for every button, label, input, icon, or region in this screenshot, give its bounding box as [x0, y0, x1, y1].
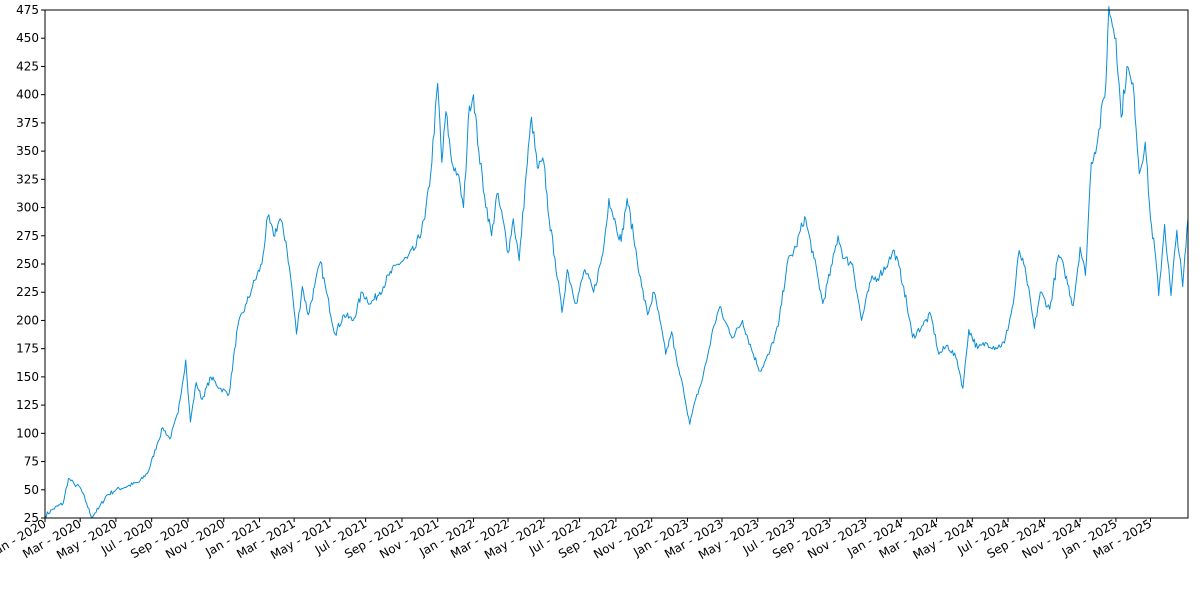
y-tick-label: 25: [24, 511, 39, 525]
price-series-line: [44, 6, 1189, 518]
y-tick-label: 475: [16, 3, 39, 17]
y-tick-label: 425: [16, 59, 39, 73]
y-tick-label: 300: [16, 201, 39, 215]
y-tick-label: 150: [16, 370, 39, 384]
y-tick-label: 50: [24, 483, 39, 497]
plot-frame: [44, 9, 1189, 519]
y-tick-label: 175: [16, 342, 39, 356]
y-axis: 25 50 75 100 125 150 175 200 225 250 275 300 325 350 3…: [16, 3, 45, 525]
y-tick-label: 275: [16, 229, 39, 243]
y-tick-label: 100: [16, 426, 39, 440]
y-tick-label: 250: [16, 257, 39, 271]
y-tick-label: 375: [16, 116, 39, 130]
y-tick-label: 200: [16, 313, 39, 327]
y-tick-label: 350: [16, 144, 39, 158]
y-tick-label: 225: [16, 285, 39, 299]
y-tick-label: 75: [24, 455, 39, 469]
y-tick-label: 400: [16, 88, 39, 102]
y-tick-label: 125: [16, 398, 39, 412]
y-tick-label: 450: [16, 31, 39, 45]
y-tick-label: 325: [16, 172, 39, 186]
